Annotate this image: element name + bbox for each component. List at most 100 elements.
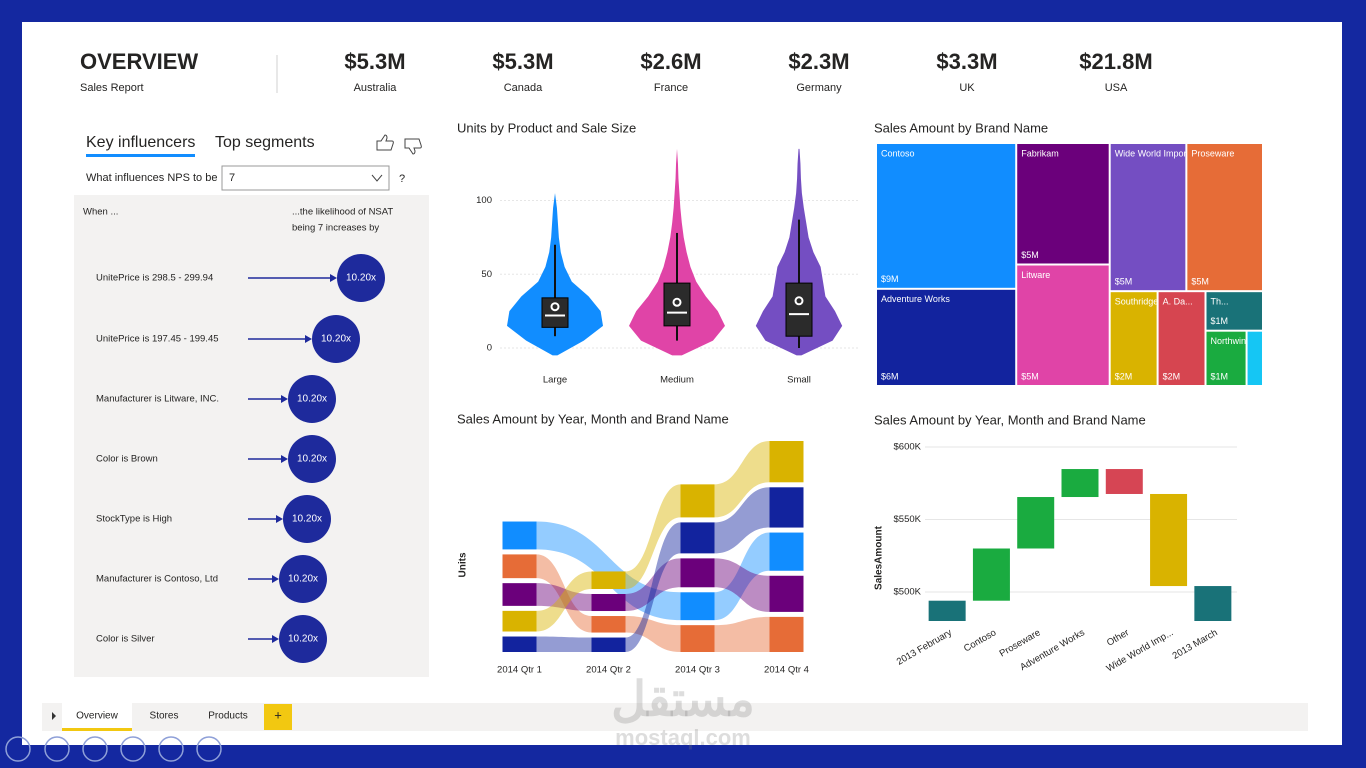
treemap-cell[interactable] — [1206, 331, 1246, 385]
treemap-cell[interactable] — [1158, 292, 1205, 385]
influencer-value: 10.20x — [346, 273, 376, 284]
treemap-cell[interactable] — [877, 289, 1016, 385]
influencer-value: 10.20x — [288, 634, 318, 645]
watermark: مستقل — [611, 674, 755, 727]
ribbon-segment[interactable] — [502, 554, 537, 579]
treemap-cell[interactable] — [1110, 292, 1157, 385]
influencer-label: Color is Brown — [96, 454, 158, 465]
kpi-label: USA — [1105, 82, 1128, 94]
treemap-cell[interactable] — [1247, 331, 1262, 385]
ribbon-segment[interactable] — [591, 637, 626, 652]
influencer-bubble[interactable] — [279, 555, 327, 603]
ribbon — [536, 571, 592, 632]
kpi-label: Australia — [354, 82, 398, 94]
cell-label: Proseware — [1191, 148, 1234, 158]
ribbon-segment[interactable] — [769, 532, 804, 571]
ribbon-segment[interactable] — [591, 593, 626, 612]
ribbon-segment[interactable] — [769, 575, 804, 612]
cell-value: $5M — [1021, 250, 1039, 260]
kpi-value: $3.3M — [936, 49, 997, 74]
ribbon-segment[interactable] — [502, 583, 537, 606]
control-button[interactable] — [44, 736, 70, 762]
ribbon-segment[interactable] — [769, 616, 804, 652]
control-button[interactable] — [158, 736, 184, 762]
waterfall-bar[interactable] — [1194, 586, 1232, 621]
waterfall-bar[interactable] — [928, 600, 966, 621]
tab[interactable]: Top segments — [215, 134, 315, 151]
waterfall-bar[interactable] — [1061, 469, 1099, 498]
treemap-cell[interactable] — [1206, 292, 1262, 330]
cell-label: Contoso — [881, 148, 915, 158]
add-tab-label[interactable]: + — [274, 707, 282, 722]
ribbon — [714, 558, 770, 612]
tab-scroll-arrow[interactable] — [52, 712, 56, 720]
chart-title: Units by Product and Sale Size — [457, 120, 636, 135]
ribbon-segment[interactable] — [502, 521, 537, 550]
treemap-cell[interactable] — [1187, 144, 1262, 291]
active-tab[interactable] — [62, 703, 132, 731]
kpi-value: $5.3M — [344, 49, 405, 74]
influencer-bubble[interactable] — [337, 254, 385, 302]
arrow-head — [276, 515, 283, 523]
ribbon-segment[interactable] — [680, 484, 715, 518]
y-tick-label: 50 — [481, 269, 492, 280]
kpi-label: Canada — [504, 82, 543, 94]
report-tab[interactable]: Overview — [76, 711, 118, 722]
ribbon-segment[interactable] — [680, 522, 715, 554]
treemap-cell[interactable] — [1017, 144, 1109, 264]
cell-value: $2M — [1163, 371, 1181, 381]
waterfall-bar[interactable] — [1017, 497, 1055, 549]
kpi-value: $2.3M — [788, 49, 849, 74]
ribbon-segment[interactable] — [591, 616, 626, 633]
y-tick-label: $500K — [894, 587, 922, 598]
chart-title: Sales Amount by Year, Month and Brand Na… — [874, 412, 1146, 427]
influencer-bubble[interactable] — [312, 315, 360, 363]
thumbs-down-icon[interactable] — [404, 138, 422, 155]
waterfall-bar[interactable] — [1150, 493, 1188, 587]
treemap-cell[interactable] — [1110, 144, 1186, 291]
report-tab[interactable]: Stores — [150, 711, 179, 722]
control-button[interactable] — [120, 736, 146, 762]
cell-label: Litware — [1021, 270, 1050, 280]
control-button[interactable] — [82, 736, 108, 762]
treemap-cell[interactable] — [1017, 265, 1109, 386]
add-tab-button[interactable] — [264, 704, 292, 730]
waterfall-bar[interactable] — [1105, 469, 1143, 494]
dropdown-value: 7 — [229, 172, 235, 184]
cell-value: $1M — [1211, 316, 1229, 326]
arrow-head — [281, 455, 288, 463]
tab[interactable]: Key influencers — [86, 134, 195, 151]
cell-label: Th... — [1211, 297, 1229, 307]
help-icon[interactable]: ? — [399, 173, 405, 185]
ribbon — [536, 521, 681, 621]
watermark-url: mostaql.com — [615, 725, 751, 750]
influencer-bubble[interactable] — [283, 495, 331, 543]
treemap-cell[interactable] — [877, 144, 1016, 288]
influencer-bubble[interactable] — [279, 615, 327, 663]
ribbon-segment[interactable] — [680, 625, 715, 652]
ribbon-segment[interactable] — [769, 441, 804, 483]
dropdown[interactable] — [221, 165, 390, 191]
x-tick-label: Large — [543, 375, 567, 386]
ribbon — [714, 441, 770, 518]
report-tab[interactable]: Products — [208, 711, 247, 722]
influencer-bubble[interactable] — [288, 435, 336, 483]
thumbs-up-icon[interactable] — [376, 134, 394, 151]
control-button[interactable] — [196, 736, 222, 762]
x-tick-label: Small — [787, 375, 811, 386]
influencer-value: 10.20x — [292, 514, 322, 525]
influencer-label: Manufacturer is Litware, INC. — [96, 394, 219, 405]
y-axis-title: Units — [458, 552, 469, 577]
ribbon — [714, 616, 770, 652]
control-button[interactable] — [5, 736, 31, 762]
kpi-label: Germany — [796, 82, 842, 94]
waterfall-bar[interactable] — [972, 548, 1010, 601]
ribbon-segment[interactable] — [591, 571, 626, 589]
ribbon-segment[interactable] — [502, 610, 537, 632]
ribbon-segment[interactable] — [769, 487, 804, 528]
influencer-bubble[interactable] — [288, 375, 336, 423]
ribbon-segment[interactable] — [680, 592, 715, 621]
ribbon-segment[interactable] — [680, 558, 715, 588]
ribbon-segment[interactable] — [502, 636, 537, 652]
cell-value: $6M — [881, 371, 899, 381]
